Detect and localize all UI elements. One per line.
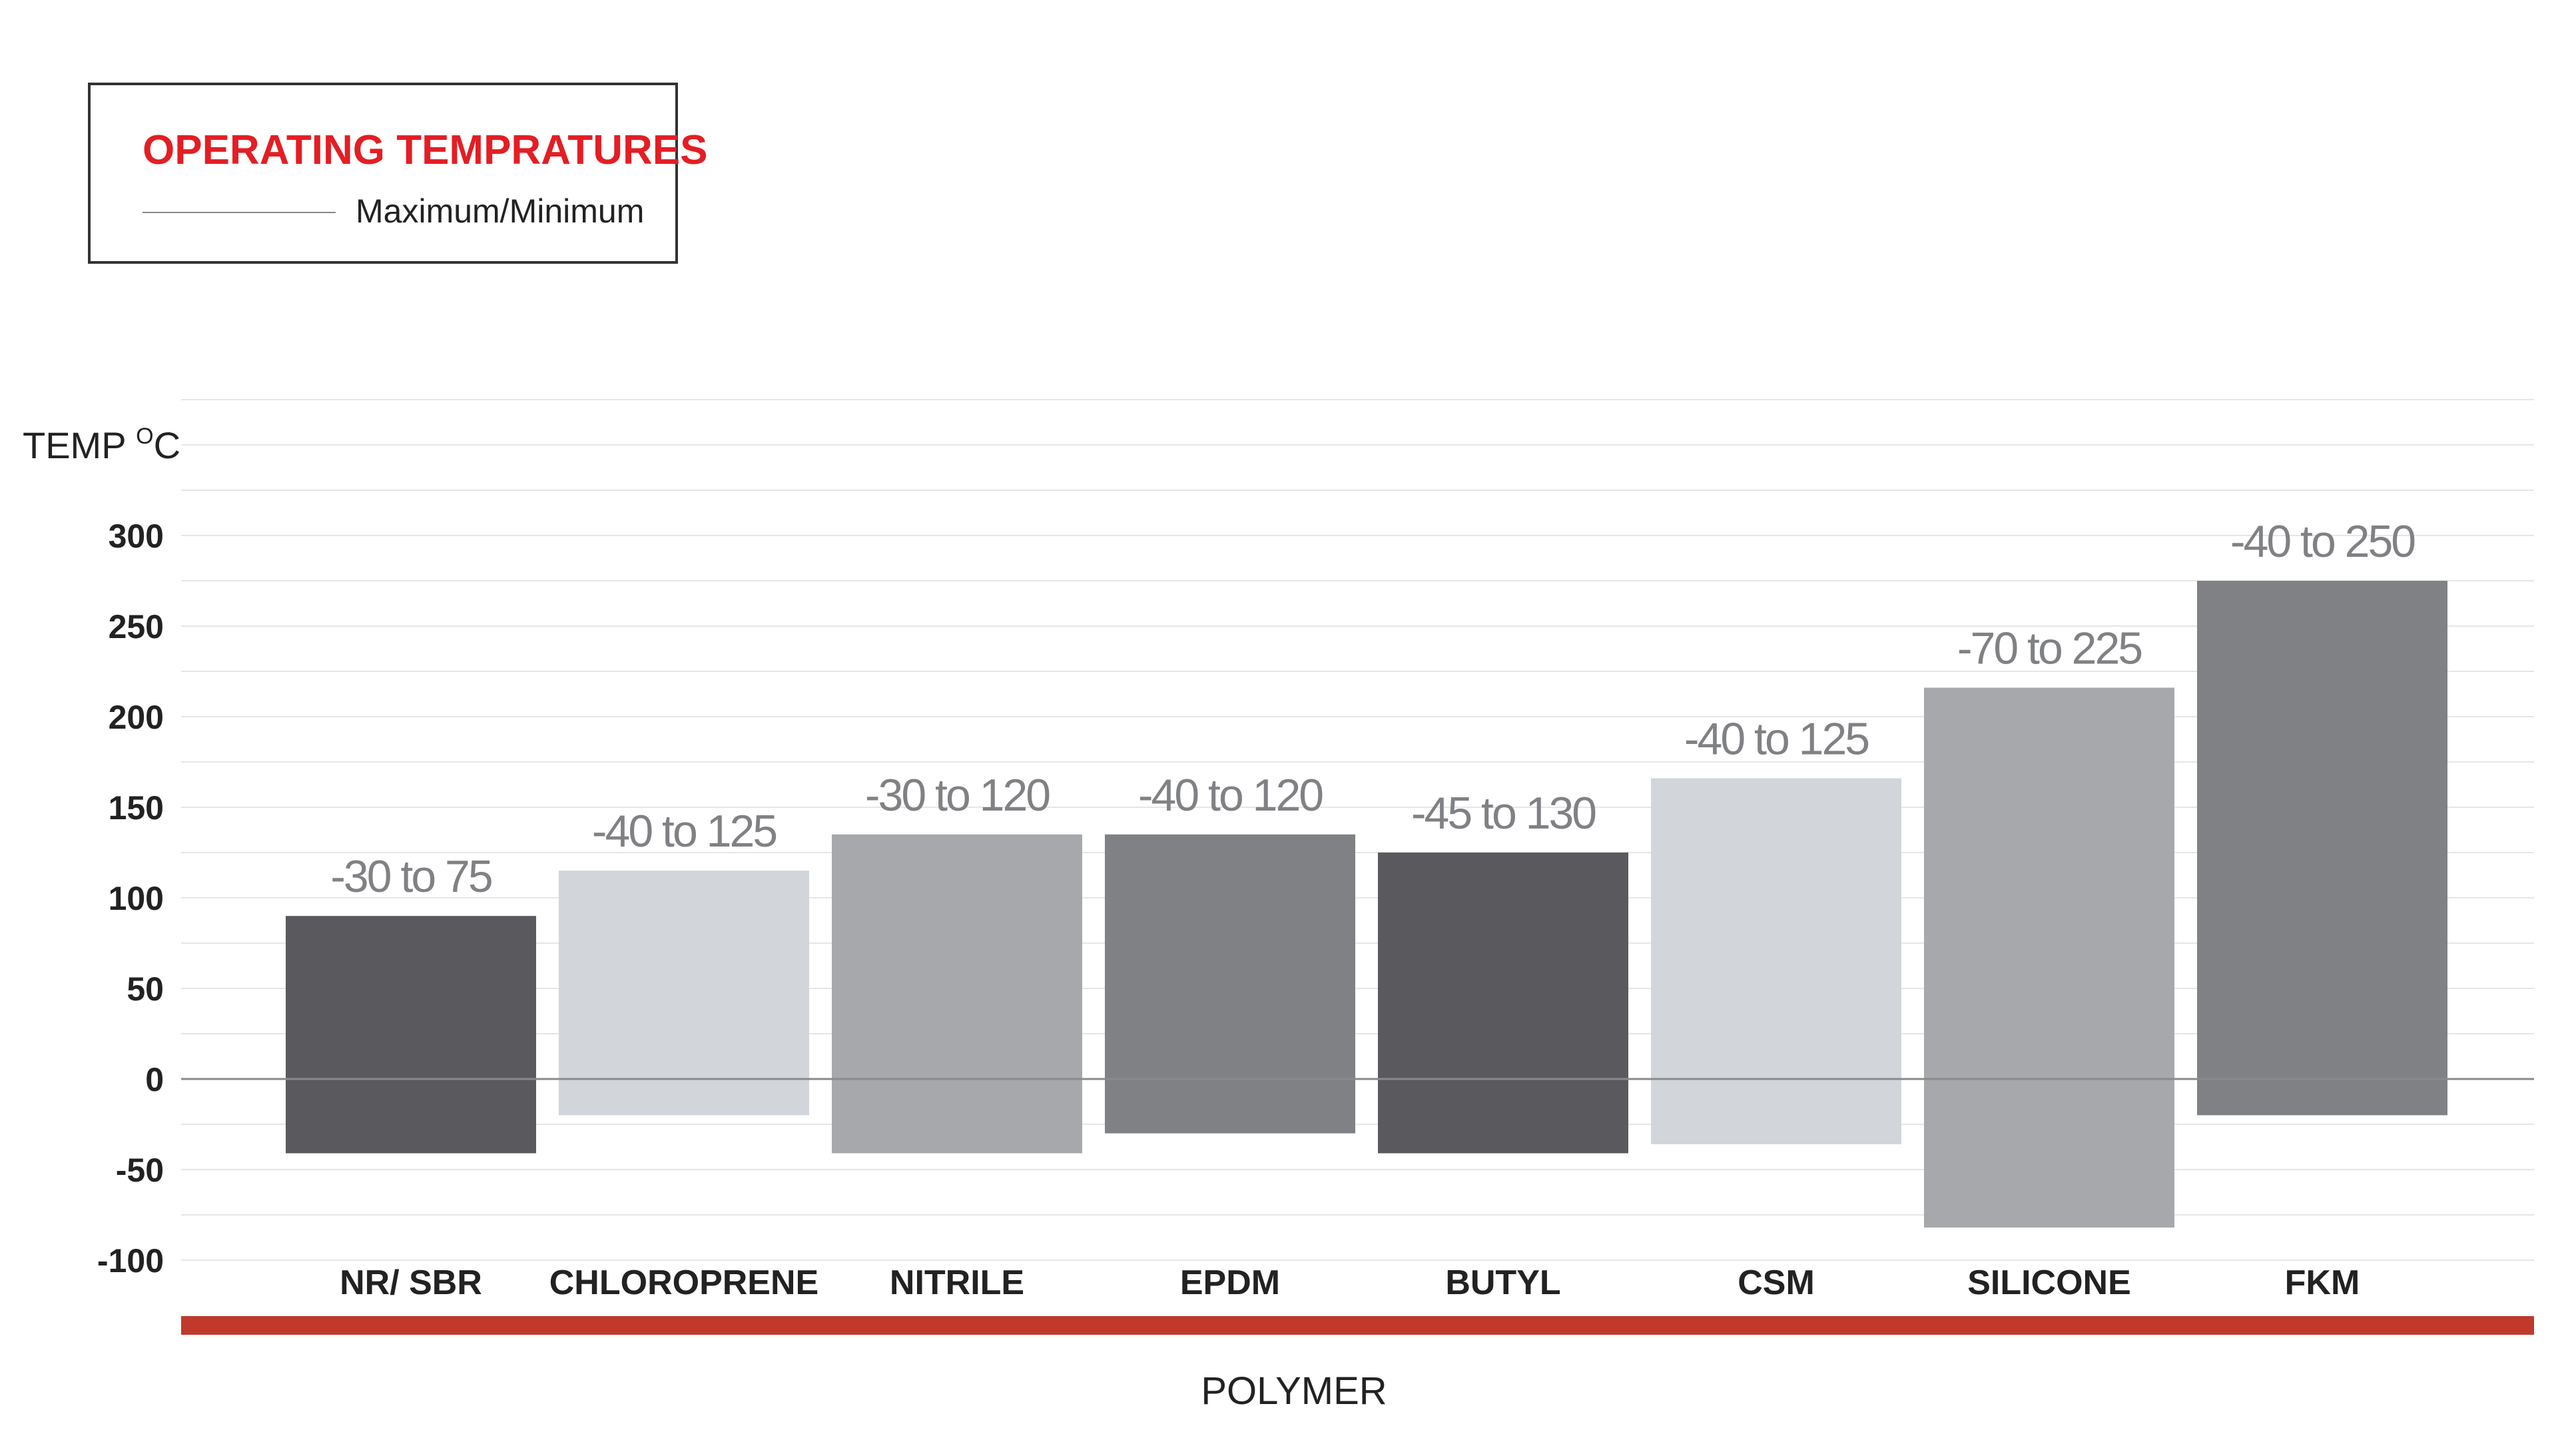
value-label: -30 to 75: [330, 851, 491, 902]
y-tick-label: -50: [116, 1152, 164, 1189]
bars: [286, 581, 2447, 1228]
bar-silicone: [1924, 687, 2174, 1228]
value-label: -30 to 120: [865, 770, 1050, 821]
bar-epdm: [1105, 834, 1355, 1134]
x-axis-band: [181, 1316, 2534, 1335]
bar-csm: [1651, 778, 1901, 1144]
bar-nitrile: [832, 834, 1082, 1154]
value-label: -70 to 225: [1957, 623, 2141, 673]
legend-box: OPERATING TEMPRATURES Maximum/Minimum: [88, 83, 708, 264]
y-tick-labels: 300 250 200 150 100 50 0 -50 -100: [97, 518, 164, 1279]
y-axis-title: TEMP OC: [23, 424, 180, 466]
legend-line-sample: [143, 212, 336, 213]
category-label: FKM: [2285, 1263, 2360, 1302]
category-label: SILICONE: [1967, 1263, 2131, 1302]
value-label: -40 to 125: [592, 806, 776, 857]
value-label: -40 to 120: [1138, 770, 1323, 821]
category-label: NITRILE: [890, 1263, 1024, 1302]
legend-title: OPERATING TEMPRATURES: [143, 127, 708, 173]
y-tick-label: 200: [109, 699, 164, 736]
category-label: BUTYL: [1445, 1263, 1560, 1302]
category-labels: NR/ SBR CHLOROPRENE NITRILE EPDM BUTYL CSM SIL…: [340, 1263, 2360, 1302]
category-label: CHLOROPRENE: [549, 1263, 818, 1302]
y-tick-label: 300: [109, 518, 164, 555]
bar-butyl: [1378, 853, 1628, 1154]
y-tick-label: 150: [109, 789, 164, 827]
bar-fkm: [2197, 581, 2447, 1116]
value-labels: -30 to 75 -40 to 125 -30 to 120 -40 to 120 -…: [330, 516, 2417, 902]
bar-nr-sbr: [286, 916, 536, 1154]
value-label: -40 to 125: [1684, 713, 1868, 764]
category-label: CSM: [1738, 1263, 1815, 1302]
value-label: -45 to 130: [1411, 788, 1596, 839]
legend-label: Maximum/Minimum: [356, 192, 645, 230]
y-tick-label: 50: [127, 970, 164, 1008]
y-tick-label: 0: [145, 1061, 164, 1098]
x-axis-title: POLYMER: [1201, 1369, 1387, 1413]
bar-chloroprene: [559, 871, 809, 1116]
category-label: EPDM: [1180, 1263, 1280, 1302]
y-tick-label: 250: [109, 608, 164, 645]
y-tick-label: 100: [109, 880, 164, 917]
value-label: -40 to 250: [2230, 516, 2415, 567]
y-tick-label: -100: [97, 1242, 164, 1279]
category-label: NR/ SBR: [340, 1263, 482, 1302]
